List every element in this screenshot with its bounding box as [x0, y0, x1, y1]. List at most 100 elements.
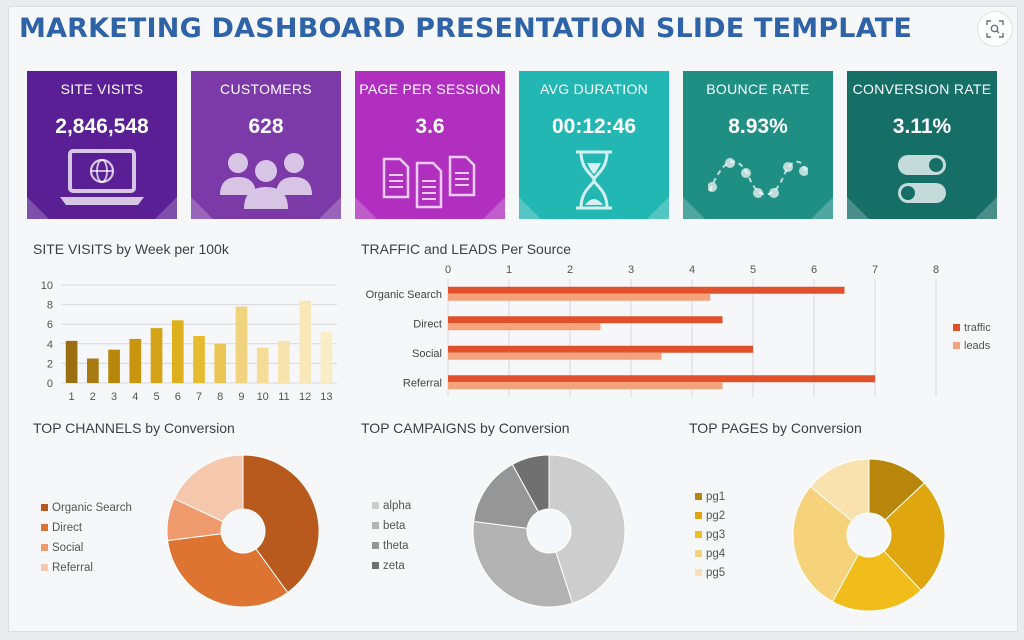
legend-label: alpha [383, 500, 412, 512]
bar-traffic [448, 375, 875, 383]
legend-swatch [953, 324, 960, 331]
kpi-bounce-rate: BOUNCE RATE 8.93% [683, 71, 833, 219]
y-category-label: Referral [403, 377, 442, 389]
legend-label: pg4 [706, 548, 726, 560]
legend-swatch [41, 564, 48, 571]
bar-leads [448, 323, 601, 331]
bar [150, 328, 163, 383]
bar [214, 343, 227, 383]
legend-label: theta [383, 540, 409, 552]
visual-search-icon[interactable] [977, 11, 1013, 47]
kpi-label: BOUNCE RATE [706, 81, 810, 97]
legend-swatch [372, 522, 379, 529]
bar [129, 338, 142, 383]
legend-label: beta [383, 520, 406, 532]
x-tick-label: 4 [132, 391, 138, 403]
legend-swatch [695, 531, 702, 538]
y-tick-label: 10 [41, 280, 53, 292]
legend-label: pg1 [706, 491, 725, 503]
legend-swatch [695, 550, 702, 557]
kpi-value: 3.11% [892, 115, 952, 138]
legend-label: Referral [52, 562, 93, 574]
kpi-customers: CUSTOMERS 628 [191, 71, 341, 219]
kpi-value: 8.93% [728, 115, 788, 138]
wave-dots-icon [708, 158, 808, 198]
legend-label: zeta [383, 560, 405, 572]
bar [171, 320, 184, 383]
donut-slice [167, 533, 289, 608]
donut-slice [809, 458, 870, 522]
dashboard-slide: MARKETING DASHBOARD PRESENTATION SLIDE T… [8, 6, 1018, 632]
legend-swatch [41, 524, 48, 531]
bar [235, 306, 248, 383]
donut-slice [792, 485, 860, 603]
slide-title: MARKETING DASHBOARD PRESENTATION SLIDE T… [19, 13, 912, 44]
y-tick-label: 8 [47, 300, 53, 312]
kpi-site-visits: SITE VISITS 2,846,548 [27, 71, 177, 219]
legend-swatch [372, 502, 379, 509]
legend-label: pg5 [706, 567, 725, 579]
x-tick-label: 2 [567, 264, 573, 276]
x-tick-label: 2 [90, 391, 96, 403]
bar [87, 358, 99, 383]
kpi-value: 2,846,548 [55, 115, 149, 138]
legend-label: leads [964, 340, 991, 352]
top-pages-chart-title: TOP PAGES by Conversion [689, 420, 862, 436]
kpi-label: CONVERSION RATE [852, 81, 992, 97]
legend-label: Direct [52, 522, 83, 534]
laptop-globe-icon [60, 149, 144, 205]
y-tick-label: 6 [47, 319, 53, 331]
bar-leads [448, 293, 711, 301]
legend-label: traffic [964, 322, 991, 334]
bar [320, 332, 333, 383]
bar [108, 349, 120, 383]
y-category-label: Organic Search [366, 289, 442, 301]
bar-traffic [448, 345, 753, 353]
kpi-value: 00:12:46 [551, 115, 637, 138]
kpi-value: 3.6 [415, 115, 445, 138]
x-tick-label: 1 [69, 391, 75, 403]
x-tick-label: 5 [153, 391, 159, 403]
x-tick-label: 8 [933, 264, 939, 276]
bar-traffic [448, 286, 845, 294]
x-tick-label: 1 [506, 264, 512, 276]
x-tick-label: 10 [257, 391, 269, 403]
kpi-page-per-session: PAGE PER SESSION 3.6 [355, 71, 505, 219]
legend-swatch [372, 562, 379, 569]
x-tick-label: 3 [111, 391, 117, 403]
x-tick-label: 12 [299, 391, 311, 403]
legend-swatch [953, 342, 960, 349]
x-tick-label: 9 [238, 391, 244, 403]
x-tick-label: 3 [628, 264, 634, 276]
y-tick-label: 0 [47, 378, 53, 390]
legend-swatch [695, 493, 702, 500]
legend-label: Social [52, 542, 83, 554]
y-tick-label: 2 [47, 358, 53, 370]
bar [65, 340, 78, 383]
bar [278, 340, 290, 383]
x-tick-label: 8 [217, 391, 223, 403]
kpi-label: CUSTOMERS [220, 81, 312, 97]
toggle-switch-icon [898, 155, 946, 203]
top-pages-donut-chart: pg1 pg2 pg3 pg4 pg5 [695, 458, 946, 612]
y-category-label: Social [412, 348, 442, 360]
hourglass-icon [576, 150, 612, 210]
donut-slice [242, 454, 320, 594]
x-tick-label: 4 [689, 264, 695, 276]
x-tick-label: 0 [445, 264, 451, 276]
legend-swatch [41, 504, 48, 511]
legend-swatch [695, 569, 702, 576]
donut-slice [831, 550, 922, 612]
donut-slice [472, 520, 574, 608]
y-category-label: Direct [413, 318, 442, 330]
bar-leads [448, 382, 723, 390]
top-campaigns-donut-chart: alpha beta theta zeta [372, 454, 626, 608]
legend-swatch [372, 542, 379, 549]
bar [299, 300, 311, 383]
x-tick-label: 6 [811, 264, 817, 276]
bar [256, 347, 269, 383]
top-channels-donut-chart: Organic Search Direct Social Referral [41, 454, 320, 608]
donut-slice [173, 454, 244, 523]
kpi-label: AVG DURATION [539, 81, 649, 97]
x-tick-label: 7 [872, 264, 878, 276]
